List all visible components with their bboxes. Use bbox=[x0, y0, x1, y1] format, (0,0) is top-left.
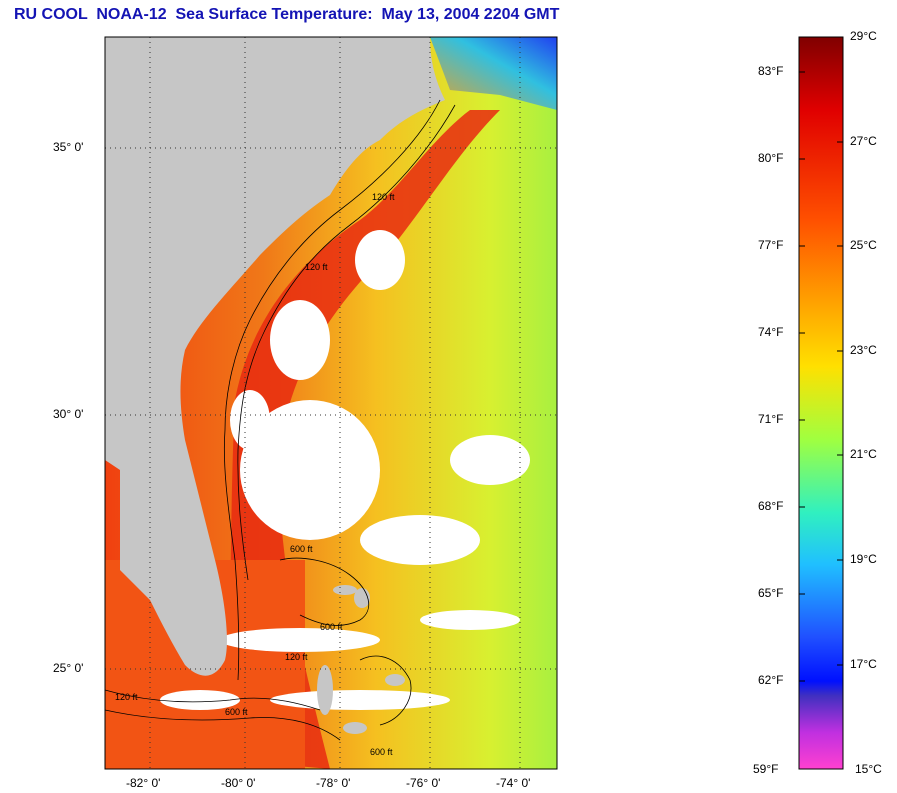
colorbar bbox=[798, 36, 844, 770]
lon-label: -78° 0' bbox=[316, 776, 351, 790]
colorbar-c-label: 23°C bbox=[850, 343, 877, 357]
lat-label: 35° 0' bbox=[53, 140, 84, 154]
colorbar-f-label: 68°F bbox=[758, 499, 784, 513]
colorbar-f-label: 83°F bbox=[758, 64, 784, 78]
contour-label: 600 ft bbox=[290, 544, 313, 554]
cool-water-north bbox=[430, 37, 557, 110]
colorbar-c-label: 29°C bbox=[850, 29, 877, 43]
colorbar-c-label: 25°C bbox=[850, 238, 877, 252]
contour-label: 120 ft bbox=[115, 692, 138, 702]
contour-label: 600 ft bbox=[370, 747, 393, 757]
colorbar-f-label: 77°F bbox=[758, 238, 784, 252]
colorbar-f-label: 71°F bbox=[758, 412, 784, 426]
colorbar-f-label: 80°F bbox=[758, 151, 784, 165]
colorbar-c-label: 19°C bbox=[850, 552, 877, 566]
colorbar-c-label: 27°C bbox=[850, 134, 877, 148]
map-title: RU COOL NOAA-12 Sea Surface Temperature:… bbox=[14, 6, 560, 23]
contour-label: 120 ft bbox=[372, 192, 395, 202]
bathymetry-contours bbox=[105, 99, 456, 741]
colorbar-c-label: 15°C bbox=[855, 762, 882, 776]
gulf-stream bbox=[230, 110, 500, 769]
land-mainland bbox=[105, 37, 445, 676]
contour-label: 120 ft bbox=[285, 652, 308, 662]
lon-label: -76° 0' bbox=[406, 776, 441, 790]
colorbar-f-label: 62°F bbox=[758, 673, 784, 687]
colorbar-c-label: 21°C bbox=[850, 447, 877, 461]
contour-label: 600 ft bbox=[320, 622, 343, 632]
contour-label: 600 ft bbox=[225, 707, 248, 717]
colorbar-ticks bbox=[799, 71, 843, 682]
lon-label: -82° 0' bbox=[126, 776, 161, 790]
contour-label: 120 ft bbox=[305, 262, 328, 272]
colorbar-f-label: 74°F bbox=[758, 325, 784, 339]
lon-label: -80° 0' bbox=[221, 776, 256, 790]
graticule bbox=[105, 37, 557, 769]
lat-label: 30° 0' bbox=[53, 407, 84, 421]
colorbar-c-label: 17°C bbox=[850, 657, 877, 671]
colorbar-f-label: 59°F bbox=[753, 762, 779, 776]
cloud-cover bbox=[160, 230, 530, 710]
colorbar-f-label: 65°F bbox=[758, 586, 784, 600]
map-frame bbox=[104, 36, 558, 770]
lat-label: 25° 0' bbox=[53, 661, 84, 675]
lon-label: -74° 0' bbox=[496, 776, 531, 790]
